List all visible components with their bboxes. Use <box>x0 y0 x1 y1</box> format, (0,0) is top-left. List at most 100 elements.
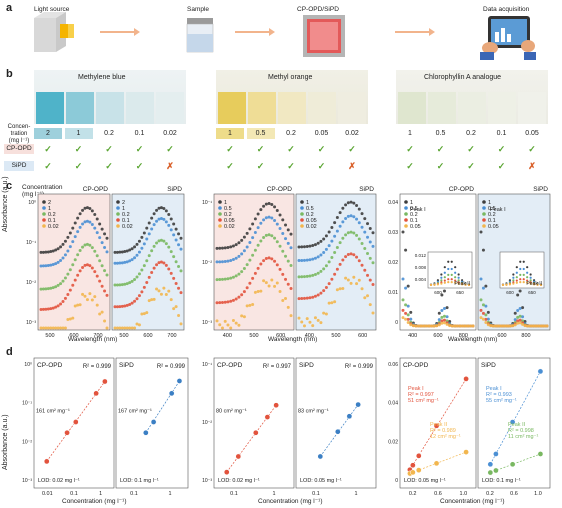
conc-value: 0.2 <box>104 130 114 137</box>
spectrum-point <box>437 318 441 322</box>
conc-value: 0.02 <box>345 130 359 137</box>
workflow-step-light-source: Light source <box>34 6 70 13</box>
spectrum-point <box>164 293 168 297</box>
spectrum-point <box>226 259 230 263</box>
spectrum-point <box>66 272 70 276</box>
legend-marker <box>404 212 408 216</box>
spectrum-point <box>313 273 317 277</box>
inset-point <box>529 279 532 282</box>
plot-title: CP-OPD <box>449 186 475 193</box>
legend-marker <box>116 218 120 222</box>
calibration-point <box>463 376 469 382</box>
spectrum-point <box>297 259 301 263</box>
plot-frame <box>295 193 377 331</box>
legend-marker <box>218 206 222 210</box>
detector-label-sipd: SiPD <box>4 161 34 171</box>
spectrum-point <box>455 324 459 328</box>
spectrum-point <box>404 286 408 290</box>
legend-marker <box>300 224 304 228</box>
workflow-step-detector: CP-OPD/SiPD <box>297 6 339 13</box>
inset-point <box>460 283 464 286</box>
spectrum-point <box>73 258 77 262</box>
spectrum-point <box>338 211 342 215</box>
spectrum-point <box>226 300 230 304</box>
conc-value: 0.1 <box>134 130 145 137</box>
spectrum-point <box>538 324 542 328</box>
inset-point <box>440 273 443 276</box>
spectrum-point <box>88 292 92 296</box>
spectrum-point <box>46 250 50 254</box>
legend-marker <box>482 200 486 204</box>
spectrum-point <box>267 256 271 260</box>
d-x-axis-label-1: Concentration (mg l⁻¹) <box>62 498 127 505</box>
panel-label-a: a <box>6 2 13 14</box>
plot-title: SiPD <box>533 186 548 193</box>
legend-label: 0.2 <box>48 212 56 218</box>
inset-point <box>522 280 525 284</box>
spectrum-point <box>521 306 525 310</box>
spectrum-point <box>352 215 356 219</box>
x-tick-label: 1 <box>168 491 171 497</box>
spectrum-point <box>39 308 43 312</box>
lod-label: LOD: 0.05 mg l⁻¹ <box>300 478 342 484</box>
spectrum-point <box>270 257 274 261</box>
spectrum-point <box>248 303 252 307</box>
spectrum-point <box>264 216 268 220</box>
spectrum-point <box>81 222 85 226</box>
spectrum-point <box>346 201 350 205</box>
legend-marker <box>42 212 46 216</box>
spectrum-point <box>76 230 80 234</box>
spectrum-point <box>481 311 485 315</box>
spectrum-point <box>81 265 85 269</box>
spectrum-point <box>445 315 449 319</box>
peak2-label: Peak II <box>430 422 448 428</box>
inset-point <box>526 266 529 269</box>
spectrum-point <box>284 254 288 258</box>
spectrum-point <box>59 258 63 262</box>
spectrum-point <box>366 222 370 226</box>
x-tick-label: 700 <box>167 333 176 339</box>
spectrum-point <box>39 287 43 291</box>
spectrum-point <box>305 258 309 262</box>
spectrum-point <box>130 279 134 283</box>
spectrum-point <box>41 250 45 254</box>
r-squared-label: R² = 0.999 <box>157 364 186 370</box>
inset-y-tick: 0.012 <box>415 253 427 258</box>
spectrum-point <box>251 276 255 280</box>
spectrum-point <box>319 239 323 243</box>
cross-icon: ✗ <box>348 161 356 171</box>
y-tick-label: 10⁻² <box>202 260 212 266</box>
x-tick-label: 0.1 <box>312 491 320 497</box>
plot-title: SiPD <box>481 362 496 369</box>
legend-label: 1 <box>122 206 125 212</box>
spectrum-point <box>237 241 241 245</box>
spectrum-point <box>411 324 415 328</box>
spectrum-point <box>322 251 326 255</box>
calibration-point <box>509 461 516 468</box>
spectrum-point <box>68 245 72 249</box>
lod-label: LOD: 0.02 mg l⁻¹ <box>218 478 260 484</box>
conc-label-line: (mg l⁻¹) <box>8 138 30 144</box>
spectrum-point <box>349 230 353 234</box>
spectrum-point <box>100 227 104 231</box>
spectrum-point <box>401 230 405 234</box>
spectrum-point <box>85 242 89 246</box>
spectrum-point <box>229 245 233 249</box>
spectrum-point <box>41 264 45 268</box>
legend-label: 0.05 <box>306 218 317 224</box>
spectrum-point <box>218 301 222 305</box>
spectrum-point <box>137 323 141 327</box>
conc-label-line: tration <box>10 131 28 137</box>
check-icon: ✓ <box>348 144 356 154</box>
spectrum-point <box>417 324 421 328</box>
check-icon: ✓ <box>226 161 234 171</box>
spectrum-point <box>297 275 301 279</box>
spectrum-point <box>123 282 127 286</box>
peak1-label: R² = 0.993 <box>486 392 512 398</box>
inset-point <box>450 280 453 284</box>
spectrum-point <box>115 283 119 287</box>
spectrum-point <box>471 324 475 328</box>
calibration-point <box>223 469 230 475</box>
inset-point <box>522 273 525 276</box>
inset-point <box>529 273 532 276</box>
